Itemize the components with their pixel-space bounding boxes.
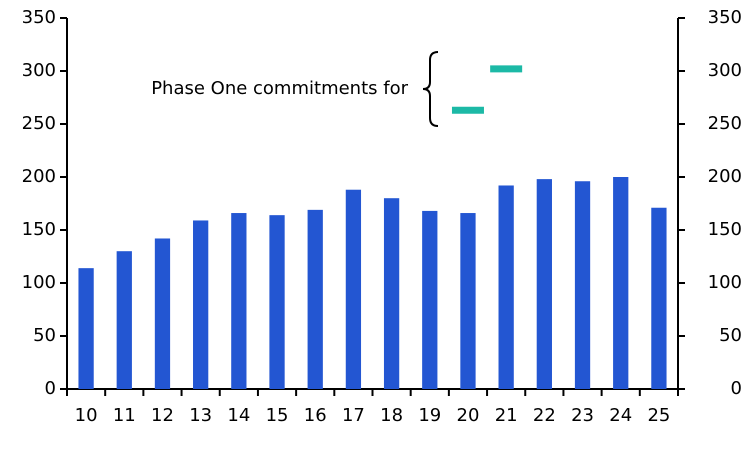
y-tick-label: 350 <box>22 7 56 28</box>
x-tick-label: 13 <box>189 405 212 426</box>
x-tick-label: 11 <box>113 405 136 426</box>
bar <box>231 213 247 389</box>
x-tick-label: 15 <box>266 405 289 426</box>
y-tick-label: 0 <box>45 378 56 399</box>
x-tick-label: 21 <box>495 405 518 426</box>
bar <box>345 189 362 389</box>
bar <box>154 238 171 389</box>
y-tick-label: 250 <box>22 113 56 134</box>
x-tick-label: 14 <box>227 405 250 426</box>
y2-tick-label: 300 <box>708 60 742 81</box>
x-tick-label: 24 <box>609 405 632 426</box>
y-tick-label: 150 <box>22 219 56 240</box>
bar <box>422 210 438 389</box>
y2-tick-label: 0 <box>731 378 742 399</box>
y2-tick-label: 150 <box>708 219 742 240</box>
y2-tick-label: 200 <box>708 166 742 187</box>
bar <box>116 251 132 389</box>
bar <box>498 185 514 389</box>
x-tick-label: 20 <box>457 405 480 426</box>
y2-tick-label: 350 <box>708 7 742 28</box>
x-tick-label: 10 <box>75 405 98 426</box>
bar <box>193 220 209 389</box>
bar <box>383 198 400 389</box>
bar <box>536 179 552 389</box>
y2-tick-label: 50 <box>719 325 742 346</box>
x-tick-label: 17 <box>342 405 365 426</box>
y2-tick-label: 250 <box>708 113 742 134</box>
bar <box>651 207 667 389</box>
x-tick-label: 18 <box>380 405 403 426</box>
bar <box>269 215 285 389</box>
bar <box>613 177 629 389</box>
brace <box>422 51 439 127</box>
bar <box>307 209 323 389</box>
legend-label: Phase One commitments for <box>151 78 408 99</box>
x-tick-label: 19 <box>418 405 441 426</box>
x-tick-label: 22 <box>533 405 556 426</box>
bar <box>574 181 591 389</box>
y-tick-label: 100 <box>22 272 56 293</box>
y-tick-label: 50 <box>33 325 56 346</box>
x-tick-label: 25 <box>647 405 670 426</box>
y-tick-label: 200 <box>22 166 56 187</box>
y2-tick-label: 100 <box>708 272 742 293</box>
y-tick-label: 300 <box>22 60 56 81</box>
bar <box>460 213 476 389</box>
bar <box>78 268 94 389</box>
x-tick-label: 23 <box>571 405 594 426</box>
x-tick-label: 12 <box>151 405 174 426</box>
x-tick-label: 16 <box>304 405 327 426</box>
